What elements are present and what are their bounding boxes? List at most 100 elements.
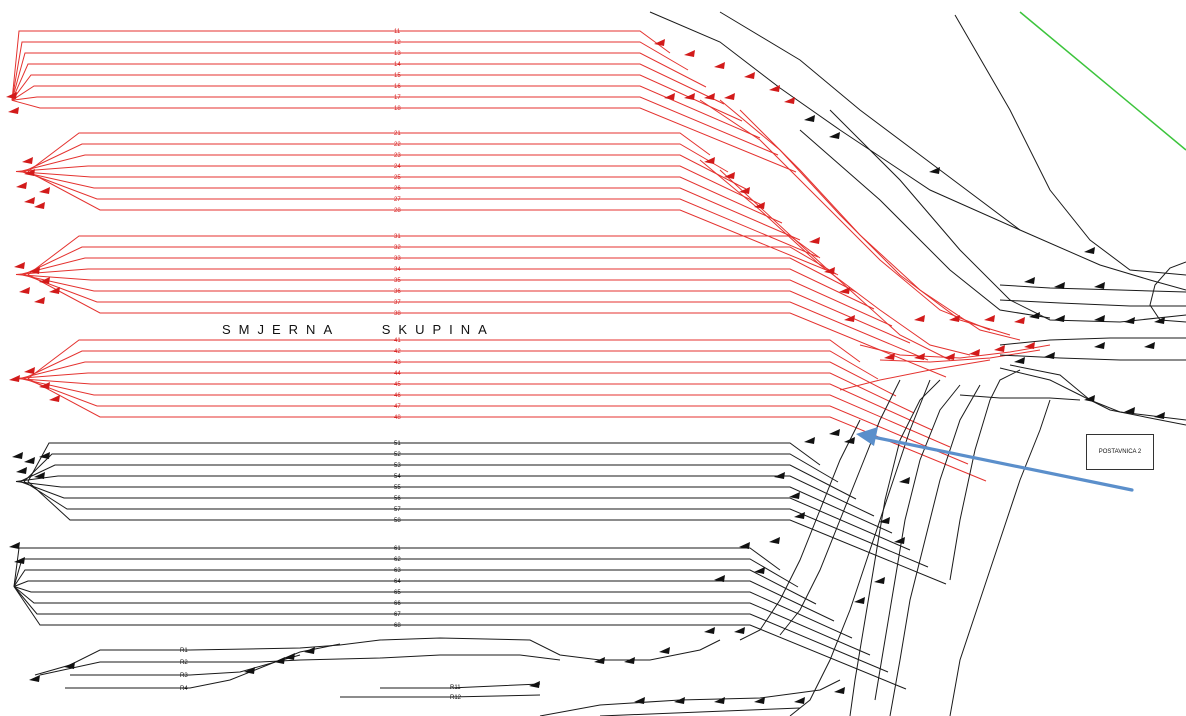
switch-marker [284, 653, 295, 660]
switch-marker [809, 237, 820, 244]
track-number: 42 [394, 349, 401, 355]
track-line [11, 96, 779, 156]
switch-marker [744, 72, 755, 79]
track-number: 38 [394, 311, 401, 317]
switch-marker [984, 315, 995, 322]
switch-marker [794, 697, 805, 704]
track-number: 55 [394, 485, 401, 491]
track-number: 25 [394, 175, 401, 181]
switch-marker [834, 687, 845, 694]
track-label: R2 [180, 660, 188, 666]
switch-marker [24, 197, 35, 204]
track-number: 63 [394, 568, 401, 574]
switch-marker [1094, 342, 1105, 349]
switch-marker [789, 492, 800, 499]
track-number: 27 [394, 197, 401, 203]
track-number: 23 [394, 153, 401, 159]
switch-marker [1084, 395, 1095, 402]
switch-marker [1084, 247, 1095, 254]
track-line [15, 481, 893, 534]
track-line [15, 268, 875, 310]
track-line [23, 171, 819, 258]
upper-approach-tracks [649, 11, 1186, 323]
track-number: 31 [394, 234, 401, 240]
switch-marker [34, 472, 45, 479]
track-number: 26 [394, 186, 401, 192]
switch-marker [714, 62, 725, 69]
track-number: 32 [394, 245, 401, 251]
track-label: R11 [450, 685, 461, 691]
switch-marker [739, 542, 750, 549]
switch-marker [879, 517, 890, 524]
track-line [27, 339, 861, 379]
switch-marker [24, 367, 35, 374]
switch-marker [794, 512, 805, 519]
switch-marker [969, 349, 980, 356]
switch-marker [39, 187, 50, 194]
track-line [19, 481, 911, 551]
switch-marker [664, 93, 675, 100]
group-title: SMJERNA SKUPINA [222, 322, 495, 337]
track-label: R12 [450, 695, 462, 701]
switch-marker [244, 667, 255, 674]
switch-marker [894, 537, 905, 544]
track-line [15, 475, 875, 517]
switch-marker [1144, 342, 1155, 349]
switch-marker [39, 277, 50, 284]
switch-marker [684, 93, 695, 100]
track-line [11, 52, 707, 101]
track-line [27, 132, 711, 172]
switch-marker [839, 287, 850, 294]
track-line [15, 274, 893, 327]
track-number: 66 [394, 601, 401, 607]
track-line [15, 378, 933, 431]
track-number: 43 [394, 360, 401, 366]
switch-marker [1054, 315, 1065, 322]
signal-box: POSTAVNICA 2 [1086, 434, 1154, 470]
track-number: 12 [394, 40, 401, 46]
track-line [23, 246, 839, 276]
track-line [15, 372, 915, 414]
track-line [13, 569, 817, 605]
track-line [13, 547, 781, 587]
switch-marker [594, 657, 605, 664]
switch-marker [884, 353, 895, 360]
switch-marker [739, 187, 750, 194]
track-line [23, 481, 929, 568]
switch-marker [6, 92, 17, 99]
track-line [11, 99, 797, 173]
switch-marker [784, 97, 795, 104]
switch-marker [684, 50, 695, 57]
switch-marker [9, 375, 20, 382]
track-number: 46 [394, 393, 401, 399]
switch-marker [704, 627, 715, 634]
switch-marker [914, 353, 925, 360]
switch-marker [1124, 317, 1135, 324]
track-label: R4 [180, 686, 188, 692]
switch-marker [1024, 342, 1035, 349]
track-line [15, 165, 765, 207]
track-line [15, 171, 783, 224]
track-number: 53 [394, 463, 401, 469]
switch-marker [1014, 357, 1025, 364]
track-number: 34 [394, 267, 401, 273]
track-line [23, 453, 839, 483]
switch-marker [754, 567, 765, 574]
track-line [27, 378, 987, 482]
track-number: 33 [394, 256, 401, 262]
switch-marker [1024, 277, 1035, 284]
switch-marker [774, 472, 785, 479]
switch-marker [654, 39, 665, 46]
switch-marker [769, 537, 780, 544]
track-number: 51 [394, 441, 401, 447]
track-line [13, 580, 835, 622]
track-line [11, 85, 761, 139]
track-number: 28 [394, 208, 401, 214]
track-line [19, 361, 897, 397]
sorting-throat [699, 99, 1051, 391]
track-number: 57 [394, 507, 401, 513]
switch-marker [34, 297, 45, 304]
switch-marker [874, 577, 885, 584]
switch-marker [824, 267, 835, 274]
